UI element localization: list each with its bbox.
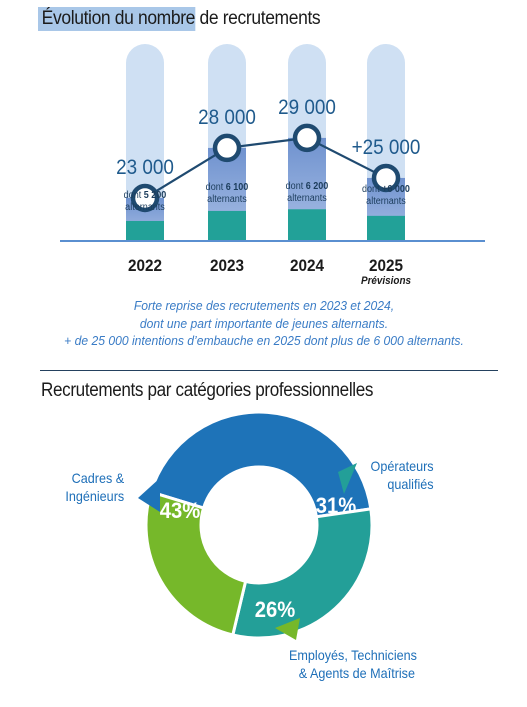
alternants-unit-label: alternants — [125, 201, 165, 213]
alternants-count-label: dont 6 200 — [286, 180, 329, 192]
bar-alternants — [208, 210, 246, 240]
series-line — [144, 136, 387, 199]
year-tick-label: 2024 — [290, 256, 324, 275]
alternants-unit-label: alternants — [287, 192, 327, 204]
chart-description: Forte reprise des recrutements en 2023 e… — [56, 297, 472, 350]
chart-title-rest: de recrutements — [195, 8, 321, 29]
slice-label-operateurs: Opérateurs qualifiés — [354, 457, 434, 493]
total-value-label: 29 000 — [278, 96, 336, 119]
forecast-note-label: Prévisions — [361, 276, 411, 288]
alternants-unit-label: alternants — [207, 193, 247, 205]
year-tick-label: 2022 — [128, 256, 162, 275]
donut-slice — [149, 410, 373, 519]
slice-label-line: Employés, Techniciens — [289, 647, 417, 663]
slice-label-line: Ingénieurs — [65, 488, 125, 504]
donut-title: Recrutements par catégories professionne… — [41, 380, 374, 401]
slice-pointer — [138, 478, 160, 512]
total-value-label: +25 000 — [352, 136, 421, 159]
section-divider — [40, 370, 498, 371]
alternants-count-label: dont 6 100 — [206, 181, 249, 193]
description-line: + de 25 000 intentions d’embauche en 202… — [64, 333, 464, 348]
slice-pointer — [275, 618, 300, 640]
alternants-unit-label: alternants — [366, 195, 406, 207]
slice-label-line: Cadres & — [71, 470, 125, 486]
alternants-count-label: dont +6 000 — [362, 183, 410, 195]
slice-label-line: & Agents de Maîtrise — [298, 665, 415, 681]
slice-label-cadres: Cadres & Ingénieurs — [56, 469, 124, 505]
alternants-count-label: dont 5 200 — [124, 189, 167, 201]
data-point — [212, 133, 242, 163]
slice-percent-label: 31% — [316, 494, 357, 518]
year-tick-label: 2023 — [210, 256, 244, 275]
data-point — [130, 183, 160, 213]
slice-label-line: qualifiés — [387, 476, 434, 492]
donut-slice — [231, 507, 374, 640]
slice-percent-label: 26% — [255, 598, 296, 622]
slice-label-line: Opérateurs — [370, 458, 434, 474]
slice-percent-label: 43% — [160, 499, 201, 523]
description-line: dont une part importante de jeunes alter… — [139, 315, 389, 331]
description-line: Forte reprise des recrutements en 2023 e… — [133, 298, 395, 313]
slice-pointer — [338, 463, 357, 494]
data-point — [371, 163, 401, 193]
data-point — [292, 123, 322, 153]
bar-alternants — [367, 215, 405, 240]
bar-alternants — [288, 209, 326, 240]
chart-title-highlight: Évolution du nombre — [38, 7, 195, 31]
total-value-label: 23 000 — [116, 156, 174, 179]
slice-label-employes: Employés, Techniciens & Agents de Maîtri… — [289, 646, 417, 682]
bar-alternants — [126, 220, 164, 240]
total-value-label: 28 000 — [198, 106, 256, 129]
year-tick-label: 2025 — [369, 256, 403, 275]
chart-title: Évolution du nombre de recrutements — [38, 7, 321, 31]
